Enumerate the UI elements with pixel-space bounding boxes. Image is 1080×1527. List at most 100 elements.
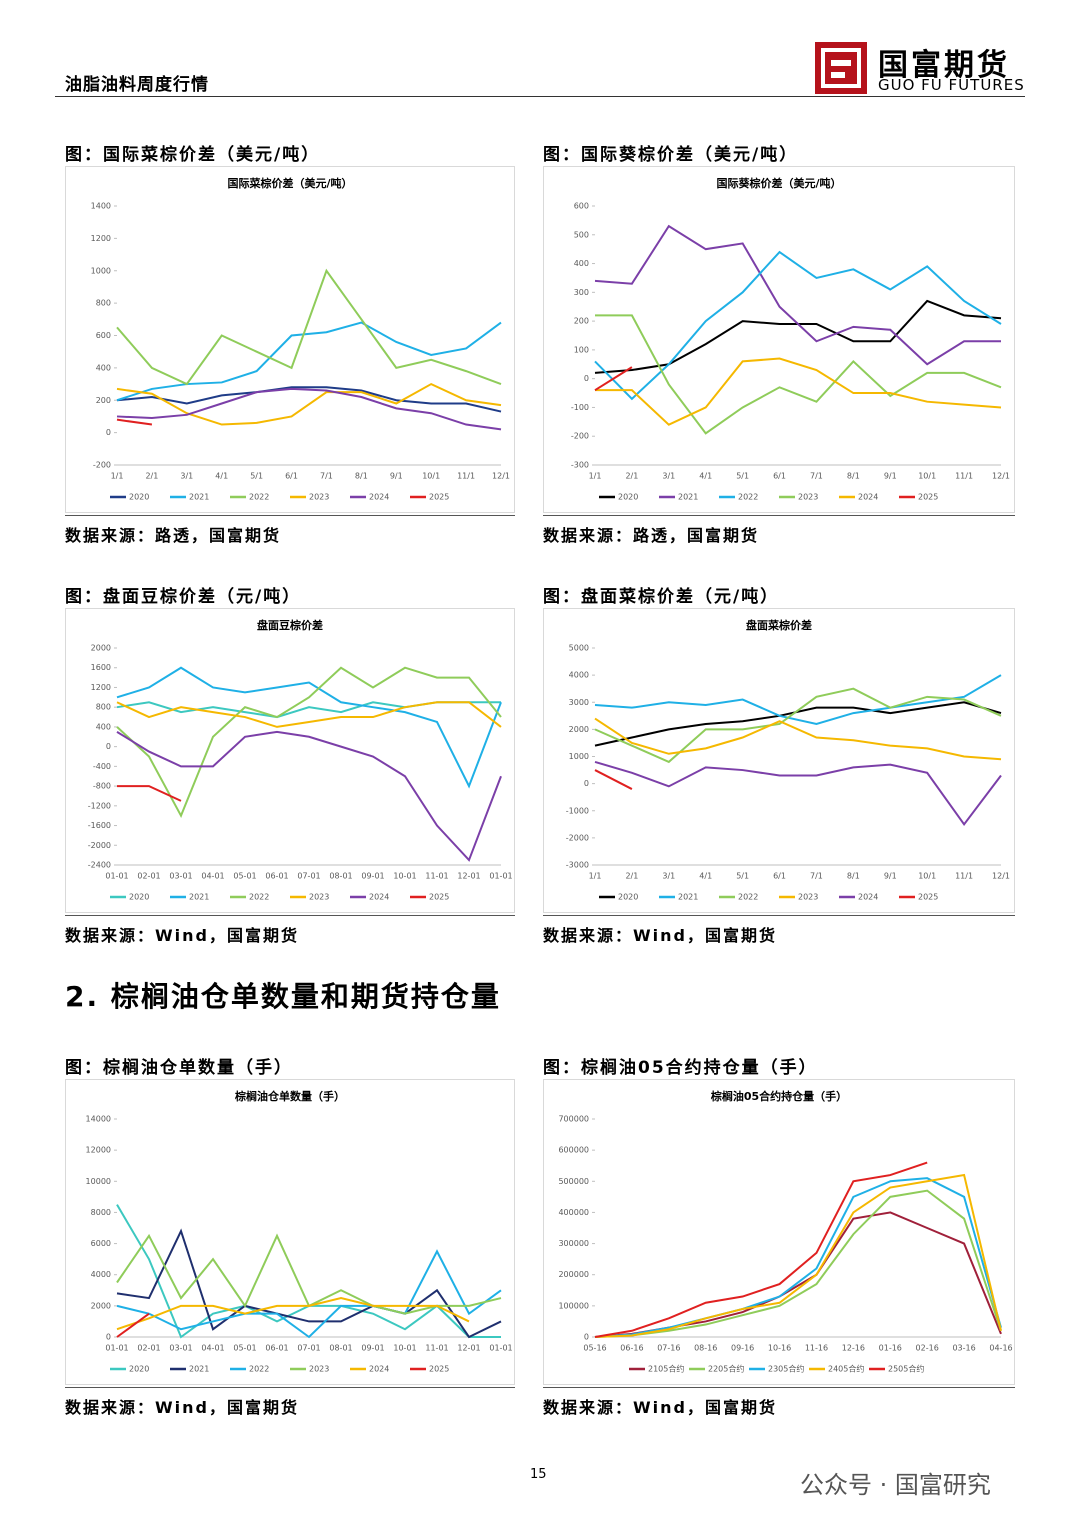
y-tick-label: 1000 xyxy=(91,266,111,275)
legend-label: 2025 xyxy=(429,1365,449,1374)
logo-en: GUO FU FUTURES xyxy=(878,76,1025,94)
y-tick-label: 0 xyxy=(106,428,111,437)
chart: 国际菜棕价差（美元/吨） -200 0 200 400 600 800 1000 1200 140… xyxy=(65,166,515,513)
x-tick-label: 02-01 xyxy=(137,872,160,881)
x-tick-label: 2/1 xyxy=(145,472,158,481)
legend-label: 2020 xyxy=(129,493,149,502)
x-tick-label: 07-01 xyxy=(297,1344,320,1353)
y-tick-label: -3000 xyxy=(566,861,589,870)
x-tick-label: 10/1 xyxy=(422,472,440,481)
panel-title: 图：国际葵棕价差（美元/吨） xyxy=(543,140,1015,168)
x-tick-label: 02-16 xyxy=(916,1344,939,1353)
chart-frame xyxy=(65,1079,515,1385)
series-line xyxy=(594,717,1002,761)
x-tick-label: 07-01 xyxy=(297,872,320,881)
y-tick-label: -200 xyxy=(571,432,589,441)
y-tick-label: 100000 xyxy=(558,1301,589,1310)
x-tick-label: 09-01 xyxy=(361,1344,384,1353)
series-line xyxy=(595,314,1002,435)
source: 数据来源：Wind，国富期货 xyxy=(65,915,515,946)
legend-label: 2021 xyxy=(189,893,209,902)
x-tick-label: 08-16 xyxy=(694,1344,717,1353)
x-tick-label: 5/1 xyxy=(736,872,749,881)
x-tick-label: 10-01 xyxy=(393,1344,416,1353)
x-tick-label: 12/1 xyxy=(492,472,510,481)
x-tick-label: 4/1 xyxy=(699,872,712,881)
legend-label: 2021 xyxy=(189,493,209,502)
x-tick-label: 9/1 xyxy=(884,872,897,881)
series-line xyxy=(594,760,1002,827)
y-tick-label: 2000 xyxy=(91,644,111,653)
x-tick-label: 03-01 xyxy=(169,872,192,881)
y-tick-label: 400 xyxy=(574,259,589,268)
series-line xyxy=(116,1312,150,1338)
x-tick-label: 11/1 xyxy=(955,472,973,481)
panel-title: 图：盘面菜棕价差（元/吨） xyxy=(543,582,1015,610)
y-tick-label: 800 xyxy=(96,299,111,308)
x-tick-label: 9/1 xyxy=(884,472,897,481)
x-tick-label: 3/1 xyxy=(662,472,675,481)
logo-cn: 国富期货 xyxy=(878,48,1010,83)
y-tick-label: 400000 xyxy=(558,1208,589,1217)
y-tick-label: -2000 xyxy=(566,833,589,842)
legend-label: 2022 xyxy=(249,1365,269,1374)
chart-title: 国际葵棕价差（美元/吨） xyxy=(716,176,841,190)
y-tick-label: -2400 xyxy=(88,861,111,870)
series-line xyxy=(594,674,1002,725)
x-tick-label: 6/1 xyxy=(285,472,298,481)
legend-label: 2020 xyxy=(129,1365,149,1374)
x-tick-label: 02-01 xyxy=(137,1344,160,1353)
x-tick-label: 01-01 xyxy=(105,1344,128,1353)
legend-label: 2022 xyxy=(738,893,758,902)
y-tick-label: 14000 xyxy=(86,1115,111,1124)
x-tick-label: 03-16 xyxy=(952,1344,975,1353)
y-tick-label: 4000 xyxy=(569,671,589,680)
series-line xyxy=(595,357,1002,426)
series-line xyxy=(116,666,502,789)
y-tick-label: -1200 xyxy=(88,801,111,810)
series-line xyxy=(116,701,502,728)
x-tick-label: 08-01 xyxy=(329,872,352,881)
legend-label: 2021 xyxy=(189,1365,209,1374)
series-line xyxy=(116,321,502,402)
y-tick-label: 200 xyxy=(96,396,111,405)
y-tick-label: -300 xyxy=(571,461,589,470)
page-number: 15 xyxy=(530,1467,547,1482)
legend-label: 2020 xyxy=(618,493,638,502)
y-tick-label: 1200 xyxy=(91,234,111,243)
y-tick-label: -1000 xyxy=(566,806,589,815)
panel-title: 图：棕榈油05合约持仓量（手） xyxy=(543,1053,1015,1081)
chart: 盘面豆棕价差 -2400 -2000 -1600 -1200 -800 -400 0 400 80… xyxy=(65,608,515,913)
source: 数据来源：Wind，国富期货 xyxy=(543,915,1015,946)
x-tick-label: 12-01 xyxy=(457,872,480,881)
legend-label: 2023 xyxy=(309,893,329,902)
legend-label: 2025 xyxy=(429,493,449,502)
source: 数据来源：Wind，国富期货 xyxy=(543,1387,1015,1418)
x-tick-label: 11/1 xyxy=(457,472,475,481)
x-tick-label: 9/1 xyxy=(390,472,403,481)
legend-label: 2405合约 xyxy=(828,1364,864,1374)
legend-label: 2024 xyxy=(369,893,389,902)
series-line xyxy=(594,1161,928,1338)
x-tick-label: 11-16 xyxy=(805,1344,828,1353)
x-tick-label: 06-16 xyxy=(620,1344,643,1353)
source: 数据来源：路透，国富期货 xyxy=(543,515,1015,546)
legend-label: 2023 xyxy=(798,493,818,502)
series-line xyxy=(594,1189,1002,1338)
x-tick-label: 3/1 xyxy=(662,872,675,881)
series-line xyxy=(116,730,502,862)
series-line xyxy=(116,418,153,426)
legend-label: 2024 xyxy=(369,1365,389,1374)
source: 数据来源：路透，国富期货 xyxy=(65,515,515,546)
x-tick-label: 12-01 xyxy=(457,1344,480,1353)
legend-label: 2020 xyxy=(618,893,638,902)
y-tick-label: 0 xyxy=(106,742,111,751)
series-line xyxy=(116,1297,470,1331)
legend-label: 2105合约 xyxy=(648,1364,684,1374)
x-tick-label: 04-01 xyxy=(201,1344,224,1353)
legend-label: 2021 xyxy=(678,493,698,502)
series-line xyxy=(116,666,502,819)
y-tick-label: 600 xyxy=(96,331,111,340)
chart-frame xyxy=(543,1079,1015,1385)
legend-label: 2021 xyxy=(678,893,698,902)
